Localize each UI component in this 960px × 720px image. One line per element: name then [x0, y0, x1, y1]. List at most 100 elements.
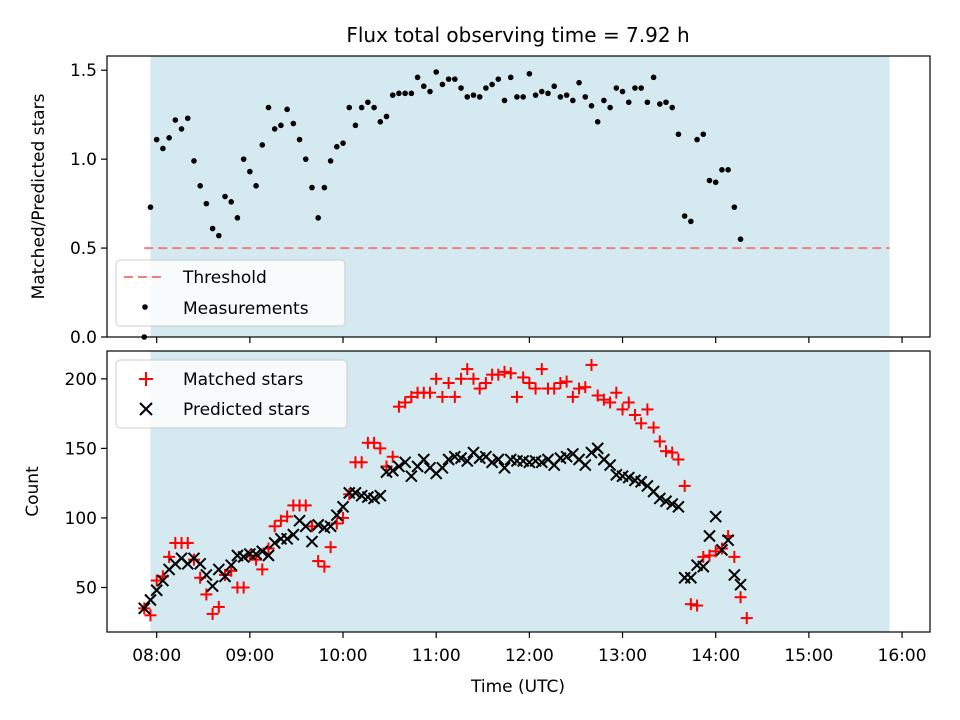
- matched-star-point: [448, 390, 461, 403]
- predicted-x-b: [467, 446, 480, 459]
- predicted-x-b: [597, 453, 611, 466]
- matched-star-point: [504, 367, 517, 380]
- predicted-x-b: [231, 549, 244, 562]
- predicted-star-point: [218, 570, 232, 583]
- predicted-x-b: [256, 545, 269, 558]
- predicted-x-b: [641, 479, 654, 493]
- predicted-x-b: [405, 469, 418, 483]
- measurement-point: [520, 94, 526, 100]
- predicted-star-point: [193, 557, 207, 571]
- predicted-x-b: [610, 468, 623, 482]
- predicted-star-point: [280, 532, 294, 546]
- matched-star-point: [585, 358, 598, 371]
- measurement-point: [594, 119, 601, 125]
- predicted-x-b: [423, 461, 437, 475]
- predicted-star-point: [144, 593, 157, 607]
- measurement-point: [365, 99, 371, 106]
- predicted-star-point: [299, 520, 312, 533]
- legend-threshold-label: Threshold: [182, 268, 267, 288]
- matched-star-point: [573, 382, 586, 395]
- predicted-star-point: [697, 560, 710, 573]
- matched-star-point: [498, 365, 511, 378]
- predicted-star-point: [603, 458, 617, 472]
- predicted-star-point: [392, 460, 406, 473]
- predicted-star-point: [206, 579, 219, 593]
- predicted-x-b: [150, 584, 163, 597]
- predicted-x-b: [728, 568, 741, 582]
- predicted-star-point: [386, 464, 399, 477]
- measurement-point: [278, 122, 284, 129]
- predicted-x-b: [187, 552, 201, 565]
- predicted-x-b: [603, 458, 617, 472]
- measurement-point: [688, 218, 694, 225]
- measurement-point: [638, 85, 644, 91]
- predicted-star-point: [225, 559, 238, 572]
- predicted-x-b: [535, 456, 548, 469]
- predicted-star-point: [256, 545, 269, 558]
- measurement-point: [371, 104, 377, 111]
- matched-star-point: [150, 574, 163, 587]
- bottom-ytick-label: 150: [65, 439, 97, 459]
- xtick-label: 13:00: [598, 646, 647, 666]
- predicted-x-b: [709, 510, 722, 523]
- predicted-star-point: [436, 461, 449, 475]
- measurement-point: [657, 101, 663, 107]
- measurement-point: [327, 158, 334, 164]
- matched-star-point: [212, 600, 225, 613]
- matched-star-point: [386, 450, 399, 463]
- measurement-point: [582, 94, 589, 100]
- measurement-point: [203, 200, 210, 207]
- measurement-point: [632, 85, 638, 91]
- matched-star-point: [554, 376, 567, 389]
- matched-star-point: [467, 372, 480, 385]
- xtick-label: 15:00: [784, 646, 833, 666]
- top-ytick-label: 1.0: [70, 150, 97, 170]
- predicted-x-b: [653, 492, 667, 505]
- measurement-point: [650, 74, 657, 81]
- matched-star-point: [237, 581, 250, 594]
- predicted-x-b: [175, 552, 188, 565]
- measurement-point: [228, 199, 235, 205]
- matched-star-point: [461, 363, 474, 376]
- matched-star-point: [225, 564, 238, 577]
- matched-star-point: [200, 588, 213, 601]
- predicted-star-point: [579, 458, 592, 472]
- matched-star-point: [442, 376, 455, 389]
- matched-star-point: [740, 612, 753, 625]
- bottom-y-axis-label: Count: [23, 466, 43, 517]
- bottom-ytick-label: 200: [65, 370, 97, 390]
- predicted-star-point: [734, 578, 747, 591]
- matched-star-point: [268, 520, 281, 533]
- predicted-x-b: [367, 492, 381, 505]
- xtick-label: 08:00: [132, 646, 181, 666]
- matched-star-point: [616, 403, 629, 416]
- predicted-x-b: [200, 568, 213, 582]
- predicted-x-b: [262, 549, 275, 562]
- matched-star-point: [597, 393, 610, 406]
- matched-star-point: [641, 403, 654, 416]
- matched-star-point: [355, 456, 368, 469]
- matched-star-point: [380, 460, 393, 473]
- measurement-point: [489, 81, 495, 88]
- predicted-star-point: [591, 442, 604, 455]
- predicted-x-b: [138, 602, 151, 615]
- matched-star-point: [622, 396, 635, 409]
- predicted-star-point: [666, 497, 679, 511]
- measurement-point: [557, 94, 564, 100]
- matched-star-point: [436, 390, 449, 403]
- predicted-x-b: [330, 508, 344, 522]
- predicted-star-point: [560, 450, 573, 463]
- predicted-x-b: [268, 536, 281, 550]
- measurement-point: [681, 213, 688, 219]
- predicted-star-point: [367, 492, 381, 505]
- measurement-point: [452, 76, 458, 82]
- predicted-star-point: [659, 495, 673, 508]
- matched-star-point: [510, 390, 523, 403]
- measurement-point: [514, 94, 520, 100]
- matched-star-point: [181, 536, 194, 549]
- measurement-point: [507, 74, 514, 81]
- predicted-star-point: [138, 602, 151, 615]
- measurement-point: [209, 225, 216, 232]
- predicted-star-point: [634, 475, 648, 488]
- matched-star-point: [560, 375, 573, 388]
